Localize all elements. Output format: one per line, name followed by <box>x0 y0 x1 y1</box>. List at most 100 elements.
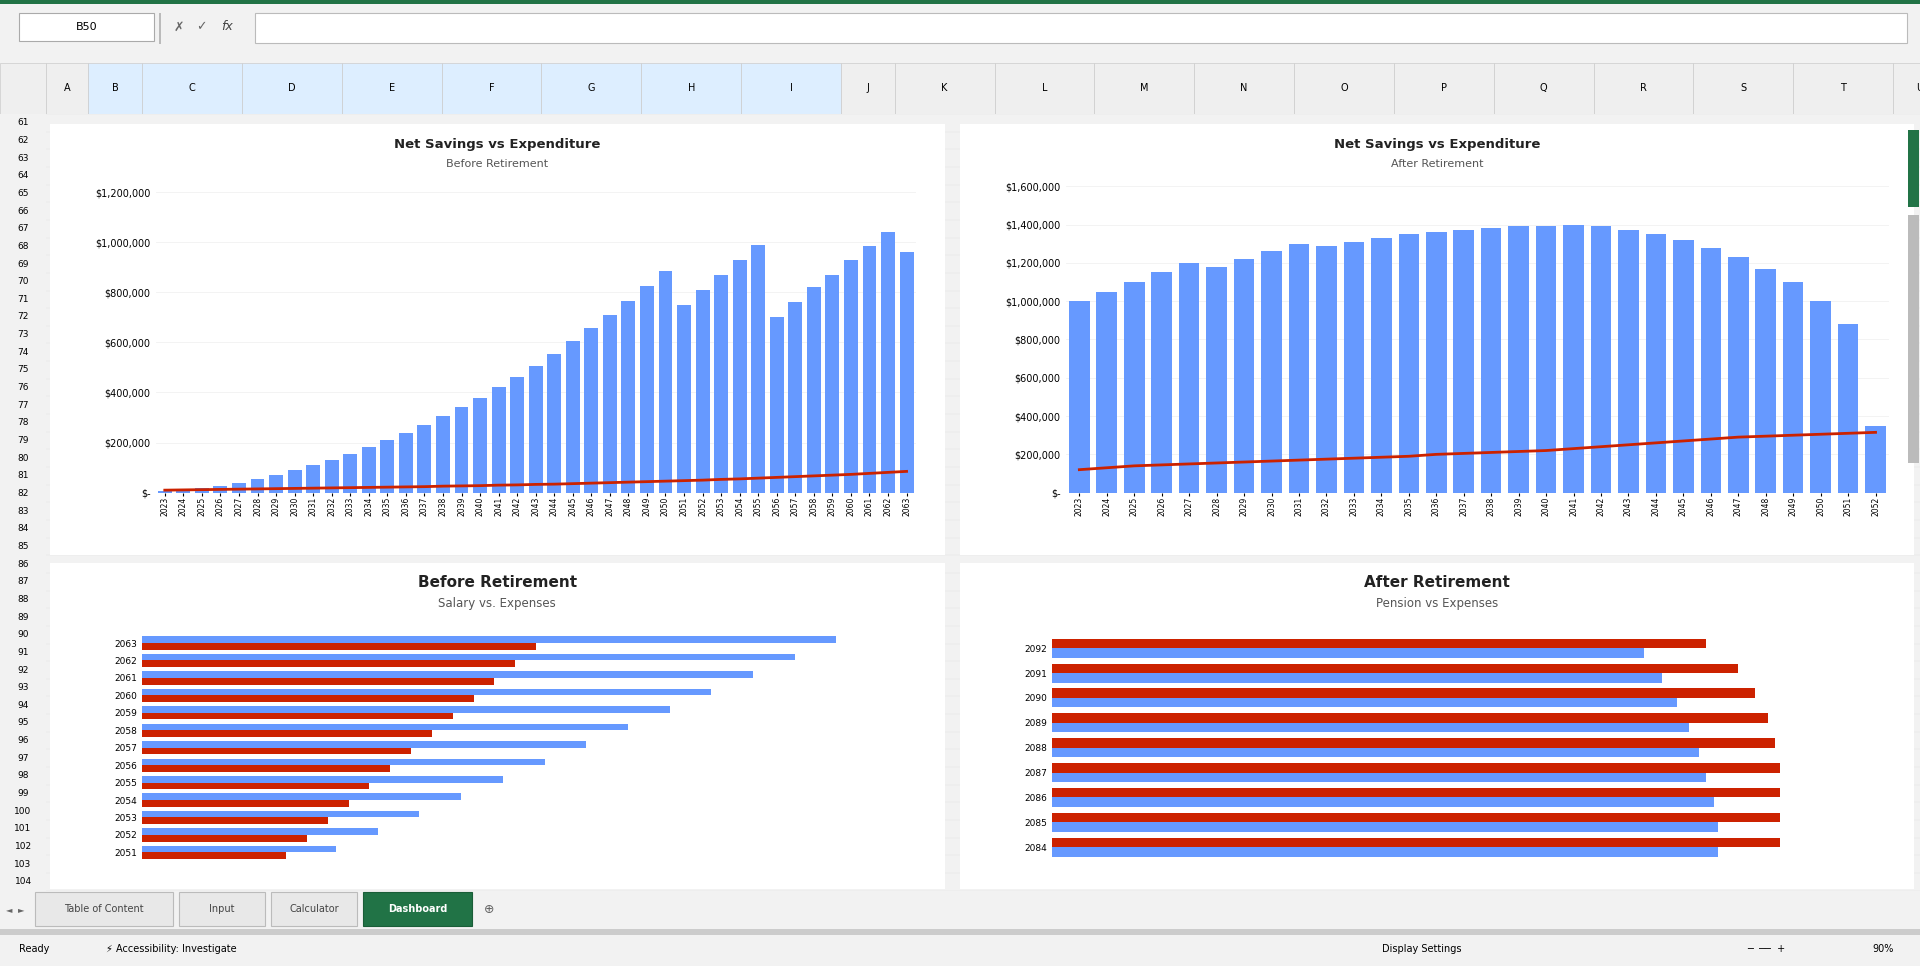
FancyBboxPatch shape <box>954 121 1920 558</box>
Bar <box>255 13 1907 43</box>
Text: Dashboard: Dashboard <box>388 904 447 914</box>
Text: B: B <box>111 83 119 94</box>
Text: After Retirement: After Retirement <box>1365 575 1509 590</box>
Bar <box>361 447 376 493</box>
Bar <box>1179 263 1200 493</box>
Bar <box>566 341 580 493</box>
Text: A: A <box>63 83 71 94</box>
Text: 61: 61 <box>17 118 29 128</box>
Text: 89: 89 <box>17 612 29 621</box>
Bar <box>1793 63 1893 114</box>
Bar <box>511 377 524 493</box>
Bar <box>841 63 895 114</box>
Bar <box>269 474 282 493</box>
Bar <box>1052 847 1718 857</box>
Bar <box>1052 723 1690 732</box>
Text: 81: 81 <box>17 471 29 480</box>
Bar <box>639 286 655 493</box>
Bar <box>142 782 369 789</box>
Bar <box>1594 63 1693 114</box>
Text: K: K <box>941 83 948 94</box>
Bar <box>472 397 488 493</box>
Text: O: O <box>1340 83 1348 94</box>
Bar <box>995 63 1094 114</box>
Bar <box>547 354 561 493</box>
Text: U: U <box>1916 83 1920 94</box>
Text: 99: 99 <box>17 789 29 798</box>
Bar <box>900 252 914 493</box>
Bar <box>1590 226 1611 493</box>
Text: 91: 91 <box>17 648 29 657</box>
Bar <box>342 63 442 114</box>
Text: 62: 62 <box>17 136 29 145</box>
Text: 92: 92 <box>17 666 29 674</box>
Bar <box>305 465 321 493</box>
Text: 104: 104 <box>15 877 31 887</box>
Bar <box>1194 63 1294 114</box>
Text: N: N <box>1240 83 1248 94</box>
Text: 102: 102 <box>15 842 31 851</box>
Bar <box>232 483 246 493</box>
Bar <box>179 893 265 926</box>
Bar <box>1052 748 1699 757</box>
Bar <box>659 270 672 493</box>
Bar <box>1563 224 1584 493</box>
Bar <box>1288 243 1309 493</box>
Text: ✗: ✗ <box>173 20 184 34</box>
Bar <box>1052 788 1780 797</box>
Text: ◄: ◄ <box>6 905 12 915</box>
Bar <box>1394 63 1494 114</box>
Bar <box>1052 812 1780 822</box>
Text: 65: 65 <box>17 189 29 198</box>
Text: fx: fx <box>221 20 232 34</box>
Bar <box>1206 267 1227 493</box>
Bar <box>1371 238 1392 493</box>
Text: Ready: Ready <box>19 945 50 954</box>
Text: 64: 64 <box>17 171 29 181</box>
Bar <box>1693 63 1793 114</box>
Text: 103: 103 <box>15 860 31 868</box>
Bar <box>1052 738 1776 748</box>
Text: 98: 98 <box>17 772 29 781</box>
Text: 96: 96 <box>17 736 29 745</box>
Bar <box>177 490 190 493</box>
Bar <box>895 63 995 114</box>
Text: ⊕: ⊕ <box>484 903 495 917</box>
Text: M: M <box>1140 83 1148 94</box>
Bar <box>142 637 837 643</box>
Text: 78: 78 <box>17 418 29 427</box>
Text: T: T <box>1839 83 1847 94</box>
Bar <box>157 492 171 493</box>
Bar <box>142 765 390 772</box>
Bar <box>324 460 338 493</box>
Text: L: L <box>1043 83 1046 94</box>
Bar <box>0 0 1920 5</box>
Text: 97: 97 <box>17 753 29 763</box>
Bar <box>142 835 307 841</box>
Text: 86: 86 <box>17 559 29 569</box>
Bar <box>142 678 495 685</box>
Bar <box>1908 129 1918 207</box>
Bar <box>1701 247 1720 493</box>
Bar <box>142 800 349 807</box>
Bar <box>142 63 242 114</box>
Text: 95: 95 <box>17 719 29 727</box>
Bar <box>242 63 342 114</box>
Bar <box>1123 282 1144 493</box>
Text: 67: 67 <box>17 224 29 233</box>
Bar <box>1672 240 1693 493</box>
Bar <box>213 486 227 493</box>
Text: 83: 83 <box>17 506 29 516</box>
Bar <box>142 643 536 650</box>
Bar <box>603 315 616 493</box>
Text: Calculator: Calculator <box>290 904 338 914</box>
Bar <box>1052 763 1780 773</box>
Text: 76: 76 <box>17 384 29 392</box>
Text: J: J <box>866 83 870 94</box>
Text: 85: 85 <box>17 542 29 551</box>
Bar <box>159 13 161 43</box>
Bar <box>1315 245 1336 493</box>
Bar <box>1784 282 1803 493</box>
Bar <box>1398 234 1419 493</box>
Text: 68: 68 <box>17 242 29 251</box>
